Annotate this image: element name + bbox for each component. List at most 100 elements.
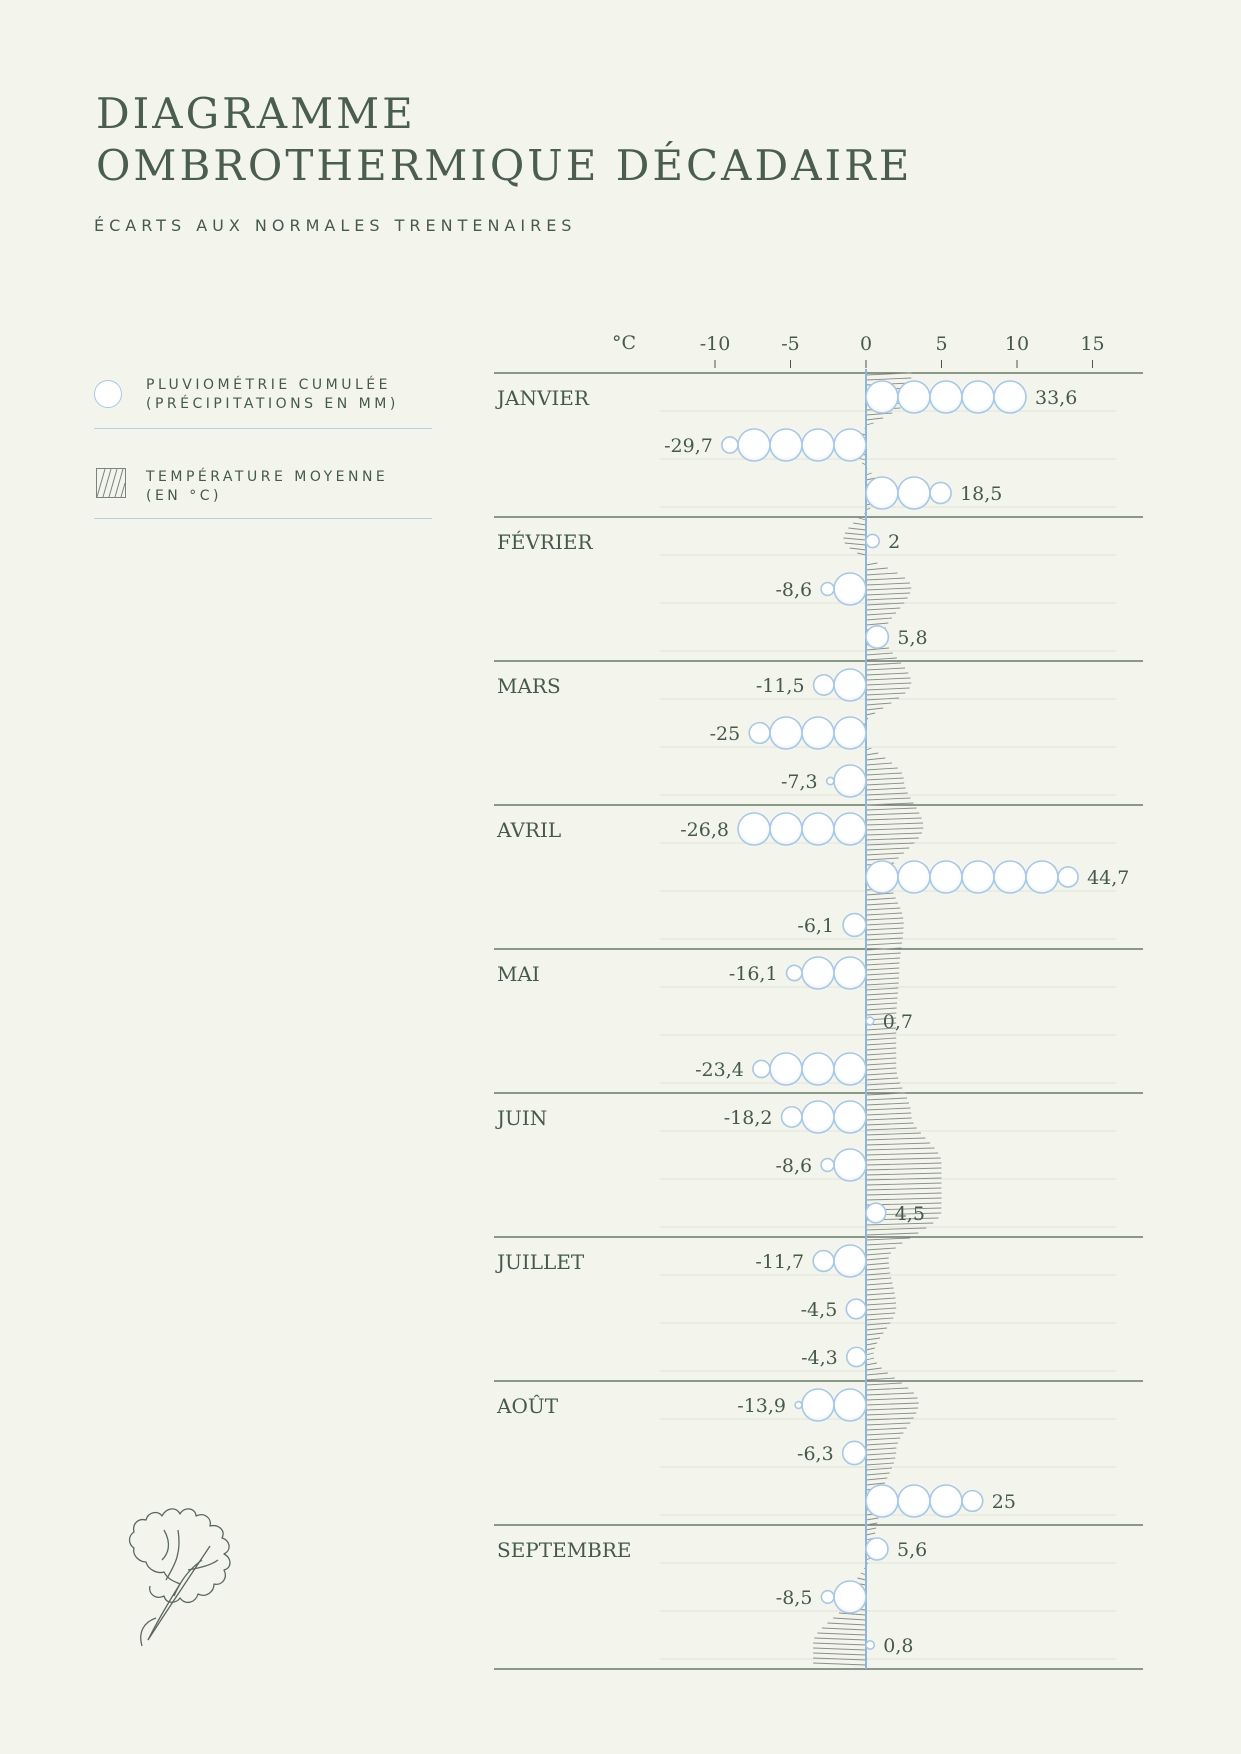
temperature-hatch [865, 797, 911, 801]
precipitation-value-label: 25 [992, 1491, 1016, 1513]
temperature-hatch [865, 702, 892, 706]
precipitation-bubble [825, 776, 835, 786]
precipitation-bubble [929, 380, 963, 414]
precipitation-bubble [833, 1580, 867, 1614]
legend-precipitation-line-2: (PRÉCIPITATIONS EN MM) [146, 396, 399, 412]
temperature-hatch [865, 1262, 889, 1266]
temperature-hatch [865, 1247, 896, 1251]
precipitation-bubble [865, 1640, 876, 1650]
temperature-hatch [865, 1157, 941, 1161]
temperature-hatch [865, 372, 912, 376]
precipitation-bubble [812, 673, 835, 697]
temperature-hatch [865, 1037, 897, 1041]
precipitation-bubble [897, 860, 931, 894]
temperature-hatch [865, 1102, 909, 1106]
precipitation-bubble [993, 380, 1027, 414]
precipitation-bubble [833, 956, 867, 990]
precipitation-bubble [801, 812, 835, 846]
temperature-hatch [865, 1467, 892, 1471]
temperature-hatch [865, 1447, 897, 1451]
precipitation-bubble [801, 956, 835, 990]
temperature-hatch [865, 1527, 877, 1531]
temperature-hatch [865, 1257, 889, 1261]
temperature-hatch [865, 1377, 895, 1381]
temperature-hatch [865, 1302, 897, 1306]
temperature-hatch [865, 1427, 907, 1431]
temperature-hatch [865, 1147, 935, 1151]
temperature-hatch [865, 677, 911, 681]
precipitation-bubble [865, 625, 890, 649]
temperature-hatch [865, 922, 904, 926]
temperature-hatch [865, 1152, 939, 1156]
temperature-hatch [865, 1232, 919, 1236]
temperature-hatch [814, 1637, 867, 1641]
temperature-hatch [865, 1077, 899, 1081]
precipitation-bubble [721, 436, 739, 454]
temperature-hatch [865, 1287, 894, 1291]
circle-icon [94, 380, 122, 408]
precipitation-bubble [897, 380, 931, 414]
temperature-hatch [865, 1442, 898, 1446]
temperature-hatch [865, 1397, 918, 1401]
temperature-hatch [865, 1067, 897, 1071]
temperature-hatch [865, 587, 912, 591]
temperature-hatch [865, 1092, 905, 1096]
temperature-hatch [865, 1532, 876, 1536]
precipitation-value-label: 33,6 [1035, 387, 1077, 409]
temperature-hatch [865, 662, 902, 666]
temperature-hatch [827, 1622, 867, 1626]
temperature-hatch [865, 697, 900, 701]
precipitation-bubble [833, 428, 867, 462]
temperature-hatch [865, 1047, 897, 1051]
temperature-hatch [865, 1192, 942, 1196]
temperature-hatch [844, 532, 867, 536]
leaf-icon [128, 1508, 231, 1647]
temperature-hatch [865, 1057, 897, 1061]
legend-temperature-label: TEMPÉRATURE MOYENNE (EN °C) [146, 468, 388, 506]
temperature-hatch [865, 607, 901, 611]
temperature-hatch [865, 682, 912, 686]
temperature-hatch [865, 1162, 942, 1166]
temperature-hatch [838, 1612, 867, 1616]
precipitation-value-label: -26,8 [680, 819, 729, 841]
precipitation-bubble [833, 812, 867, 846]
temperature-hatch [865, 937, 903, 941]
precipitation-value-label: 5,6 [897, 1539, 927, 1561]
legend-temperature: TEMPÉRATURE MOYENNE (EN °C) [94, 462, 432, 519]
precipitation-value-label: -8,5 [776, 1587, 813, 1609]
temperature-hatch [865, 962, 900, 966]
temperature-hatch [865, 667, 906, 671]
precipitation-value-label: 18,5 [960, 483, 1002, 505]
temperature-hatch [865, 612, 897, 616]
temperature-hatch [865, 1317, 894, 1321]
temperature-hatch [865, 1407, 919, 1411]
month-label: AOÛT [496, 1393, 559, 1418]
temperature-hatch [865, 792, 908, 796]
precipitation-value-label: -8,6 [775, 579, 812, 601]
temperature-hatch [865, 1432, 904, 1436]
precipitation-bubble [961, 380, 995, 414]
temperature-hatch [865, 647, 890, 651]
temperature-hatch [865, 917, 904, 921]
temperature-hatch [865, 1142, 931, 1146]
precipitation-bubble [801, 1100, 835, 1134]
temperature-hatch [865, 1382, 902, 1386]
temperature-hatch [865, 777, 904, 781]
axis-tick-label: -5 [781, 333, 800, 355]
precipitation-value-label: 5,8 [897, 627, 927, 649]
temperature-hatch [865, 1392, 914, 1396]
temperature-hatch [865, 1087, 903, 1091]
temperature-hatch [865, 832, 922, 836]
precipitation-value-label: -18,2 [724, 1107, 773, 1129]
temperature-hatch [865, 992, 898, 996]
temperature-hatch [865, 1472, 890, 1476]
temperature-hatch [865, 1242, 903, 1246]
temperature-hatch [865, 1127, 917, 1131]
temperature-hatch [865, 692, 906, 696]
temperature-hatch [865, 567, 888, 571]
temperature-hatch [865, 1412, 917, 1416]
precipitation-bubble [865, 1537, 889, 1561]
title-line-1: DIAGRAMME [96, 89, 416, 138]
precipitation-bubble [820, 1157, 835, 1173]
precipitation-value-label: -4,5 [801, 1299, 838, 1321]
